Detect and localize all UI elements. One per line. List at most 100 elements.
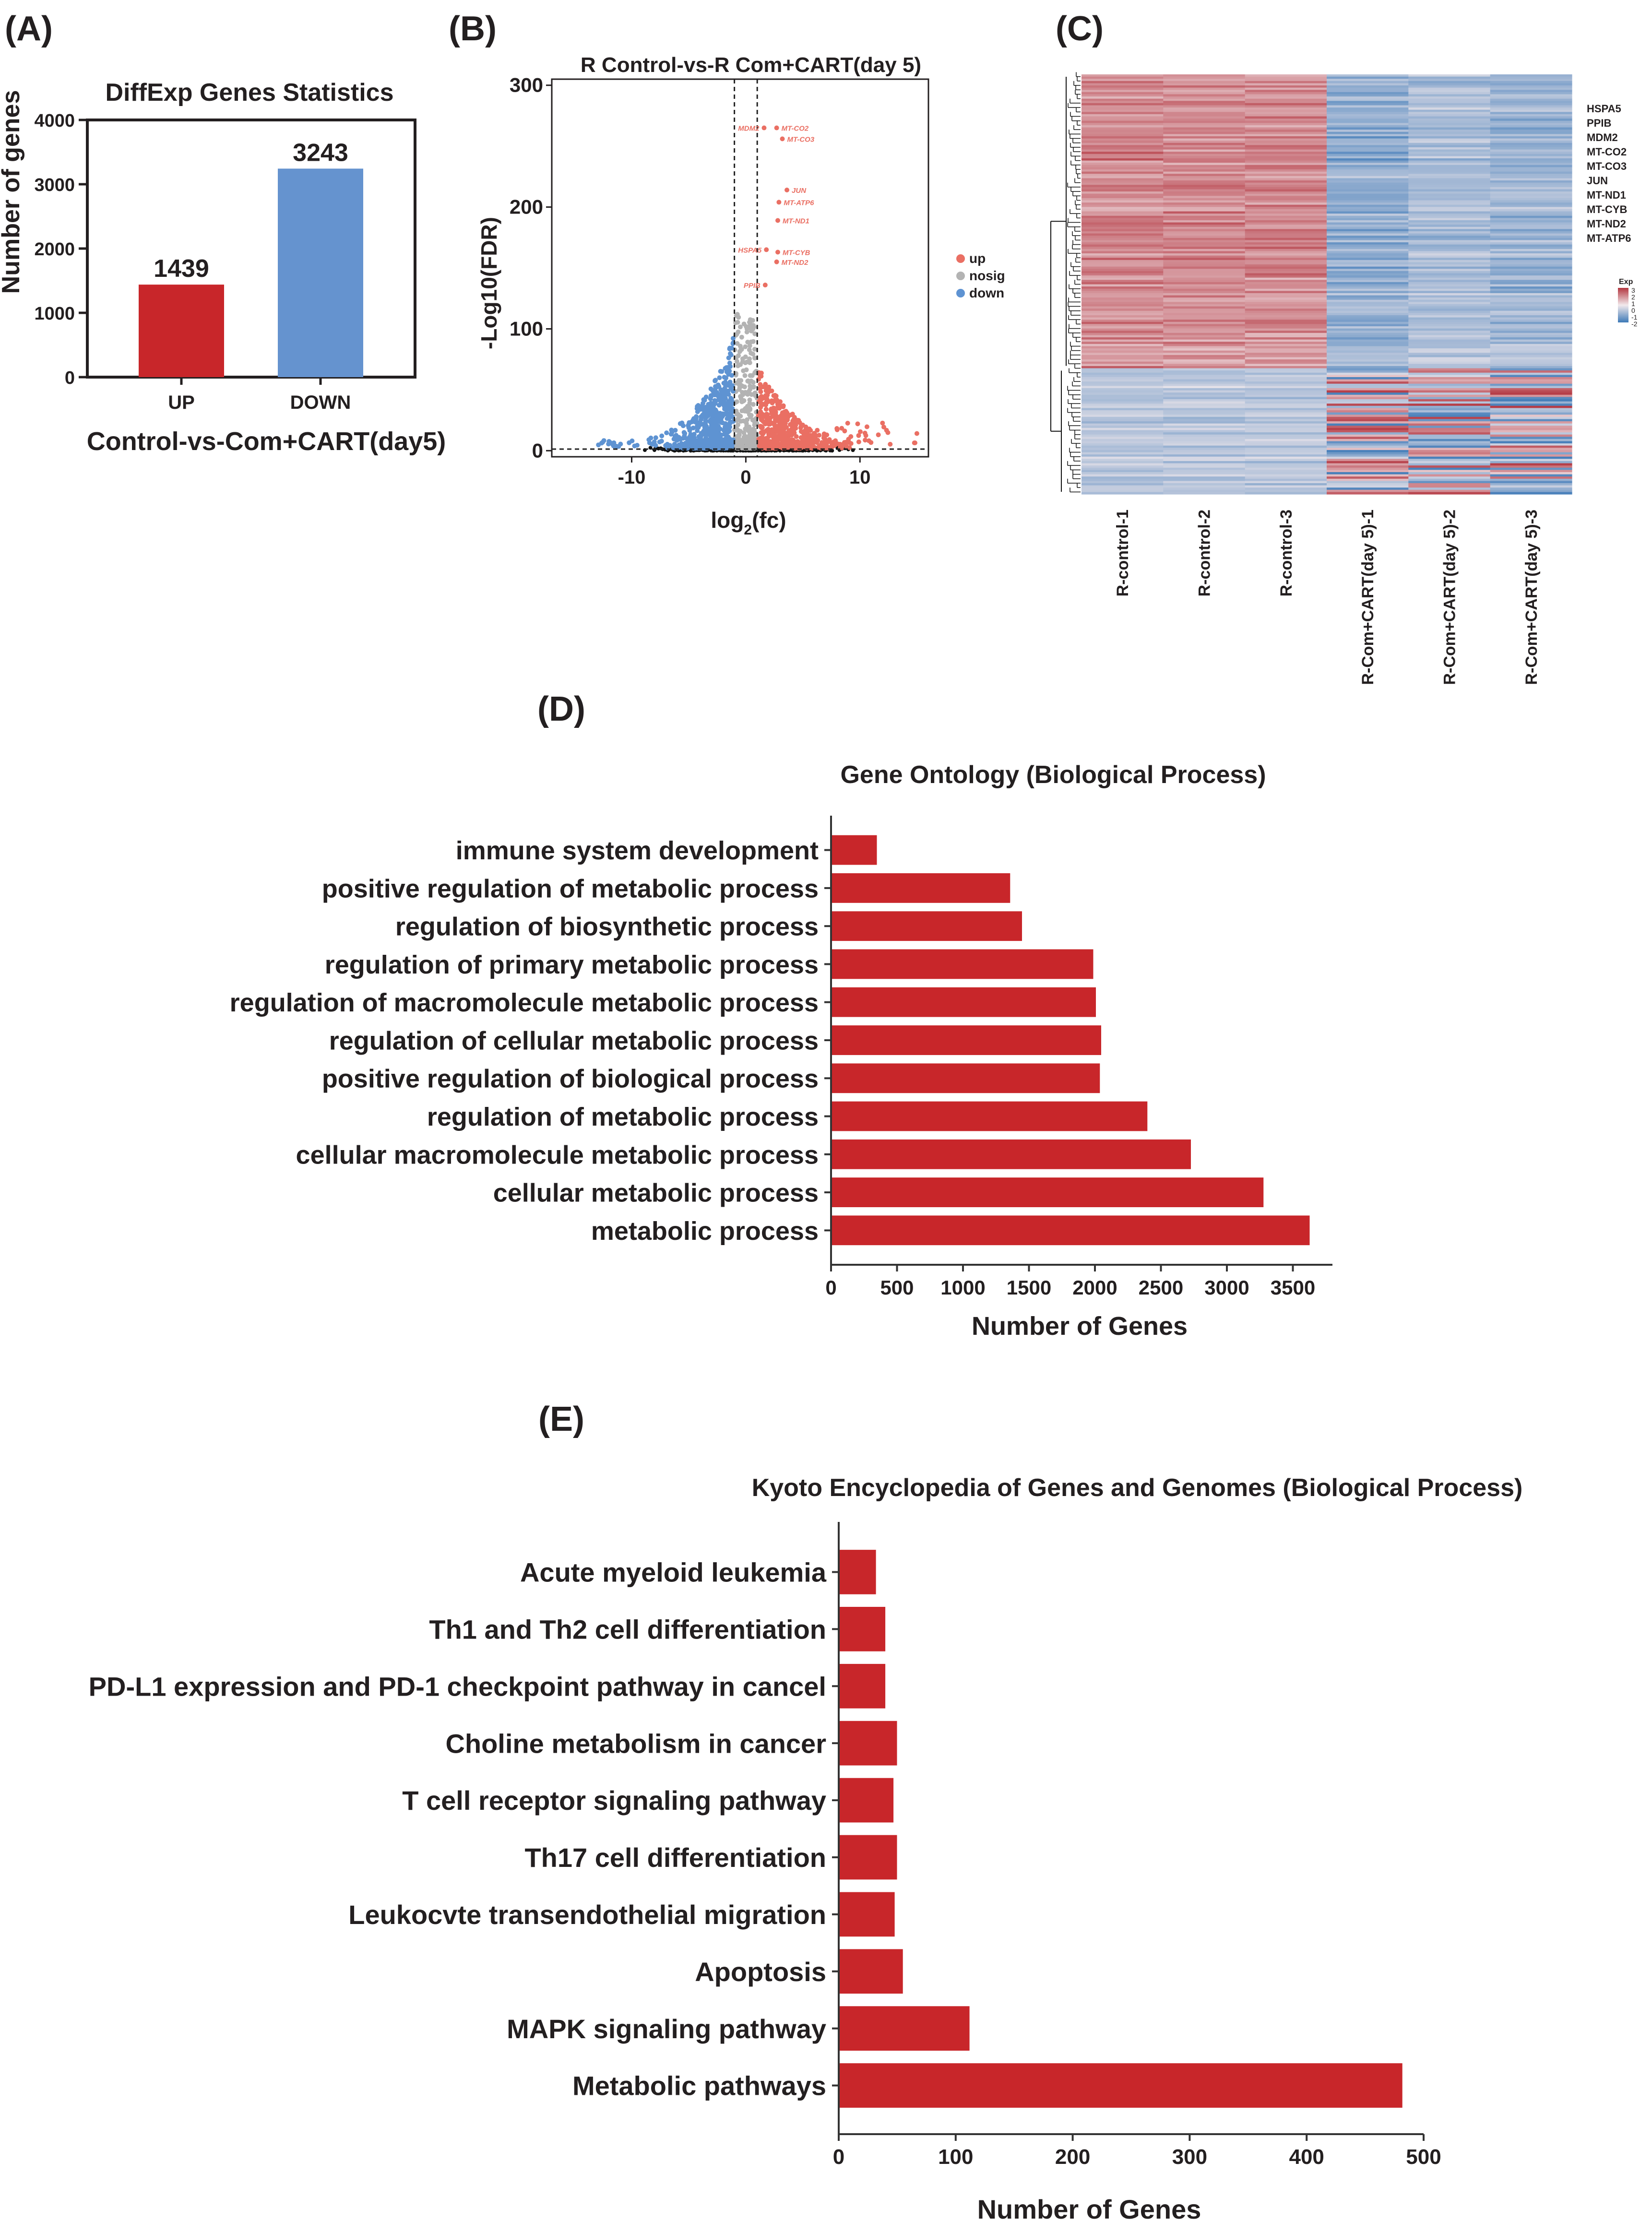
heatmap-cell [1163,92,1246,95]
heatmap-cell [1490,163,1572,166]
volcano-point-up [817,444,822,450]
heatmap-cell [1082,405,1164,408]
heatmap-cell [1082,76,1164,79]
heatmap-cell [1408,222,1491,225]
heatmap-cell [1245,269,1327,272]
heatmap-cell [1082,467,1164,470]
heatmap-cell [1327,364,1409,367]
heatmap-cell [1408,145,1491,148]
heatmap-gene-label: MT-ND2 [1587,218,1626,230]
heatmap-cell [1245,125,1327,128]
heatmap-cell [1490,260,1572,263]
heatmap-cell [1327,92,1409,95]
volcano-point-down [725,412,730,417]
heatmap-cell [1082,392,1164,395]
volcano-point-up [760,425,765,430]
heatmap-cell [1490,127,1572,130]
heatmap-cell [1163,260,1246,263]
heatmap-cell [1490,331,1572,333]
volcano-point-nosig [748,414,753,419]
volcano-point-up [845,421,850,426]
heatmap-cell [1490,202,1572,205]
volcano-point-up [880,420,885,426]
heatmap-cell [1082,136,1164,139]
heatmap-cell [1163,249,1246,252]
volcano-point-down [700,430,705,435]
heatmap-cell [1327,448,1409,451]
volcano-point-down [726,399,731,404]
heatmap-cell [1163,467,1246,470]
volcano-point-up [772,437,777,442]
heatmap-cell [1245,176,1327,179]
heatmap-cell [1408,357,1491,360]
panel-e-bar [840,2063,1402,2108]
heatmap-cell [1490,193,1572,196]
heatmap-cell [1490,87,1572,90]
heatmap-cell [1163,428,1246,431]
heatmap-cell [1490,339,1572,342]
volcano-point-down [722,432,727,437]
heatmap-cell [1408,386,1491,389]
heatmap-cell [1245,357,1327,360]
heatmap-cell [1163,74,1246,77]
panel-e-bar [840,1550,876,1594]
heatmap-cell [1082,357,1164,360]
heatmap-cell [1163,372,1246,375]
heatmap-cell [1082,214,1164,216]
heatmap-cell [1490,98,1572,101]
heatmap-cell [1327,463,1409,466]
volcano-point-down [724,365,729,370]
heatmap-cell [1245,443,1327,446]
heatmap-cell [1245,366,1327,369]
heatmap-cell [1163,350,1246,353]
heatmap-cell [1082,236,1164,238]
heatmap-cell [1082,423,1164,426]
heatmap-cell [1245,180,1327,183]
heatmap-cell [1163,214,1246,216]
volcano-point-nosig [742,373,748,378]
heatmap-cell [1408,127,1491,130]
heatmap-cell [1082,412,1164,415]
heatmap-cell [1327,171,1409,174]
heatmap-cell [1327,346,1409,349]
panel-e-bar [840,1663,886,1709]
heatmap-cell [1245,160,1327,163]
heatmap-cell [1408,174,1491,177]
heatmap-cell [1327,412,1409,415]
heatmap-cell [1327,145,1409,148]
heatmap-cell [1490,220,1572,223]
heatmap-gene-label: MT-CO2 [1587,146,1627,158]
volcano-point-up [770,400,775,405]
volcano-point-nosig [751,384,756,389]
volcano-point-down [692,419,697,424]
volcano-point-down [727,420,733,426]
heatmap-cell [1245,483,1327,486]
heatmap-cell [1490,415,1572,417]
heatmap-cell [1408,207,1491,210]
heatmap-cell [1490,454,1572,457]
heatmap-cell [1163,487,1246,490]
heatmap-cell [1082,465,1164,468]
heatmap-cell [1490,346,1572,349]
heatmap-cell [1490,116,1572,119]
heatmap-cell [1327,209,1409,212]
heatmap-cell [1327,397,1409,400]
volcano-point-down [725,416,730,421]
heatmap-cell [1245,304,1327,307]
heatmap-cell [1082,182,1164,185]
volcano-point-up [794,418,799,423]
heatmap-cell [1082,258,1164,261]
heatmap-cell [1245,130,1327,132]
volcano-point-nosig [745,424,750,429]
panel-d-bar [832,1215,1310,1246]
heatmap-cell [1408,105,1491,108]
volcano-point-nosig [738,419,743,424]
heatmap-cell [1408,116,1491,119]
heatmap-cell [1490,463,1572,466]
heatmap-cell [1163,302,1246,305]
heatmap-cell [1245,273,1327,276]
heatmap-cell [1082,489,1164,492]
heatmap-cell [1327,284,1409,287]
heatmap-cell [1245,103,1327,106]
heatmap-cell [1327,474,1409,477]
